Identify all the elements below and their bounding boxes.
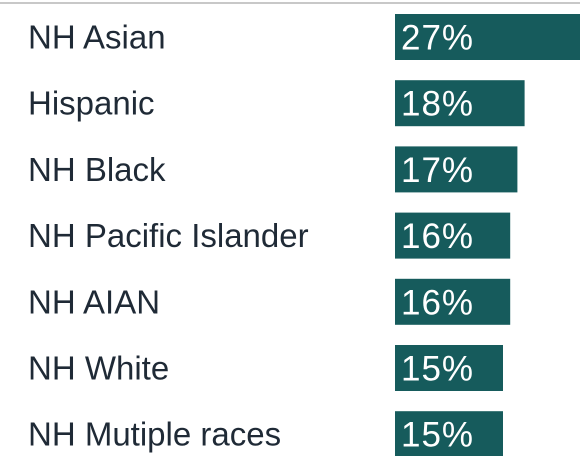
category-label: NH AIAN [28,283,160,320]
value-label: 16% [401,283,474,322]
category-label: NH Pacific Islander [28,217,309,254]
value-label: 27% [401,19,474,58]
category-label: Hispanic [28,85,155,122]
bar [395,278,511,325]
bar [395,80,525,127]
category-label: NH Asian [28,19,166,56]
category-label: NH Mutiple races [28,416,281,453]
value-label: 16% [401,217,474,256]
value-label: 17% [401,151,474,190]
category-label: NH White [28,350,169,387]
bar [395,14,580,60]
bar [395,411,503,456]
value-label: 15% [401,350,474,389]
bar [395,345,503,391]
value-label: 15% [401,416,474,455]
category-label: NH Black [28,151,166,188]
bar [395,146,518,193]
value-label: 18% [401,85,474,124]
bar [395,212,511,259]
